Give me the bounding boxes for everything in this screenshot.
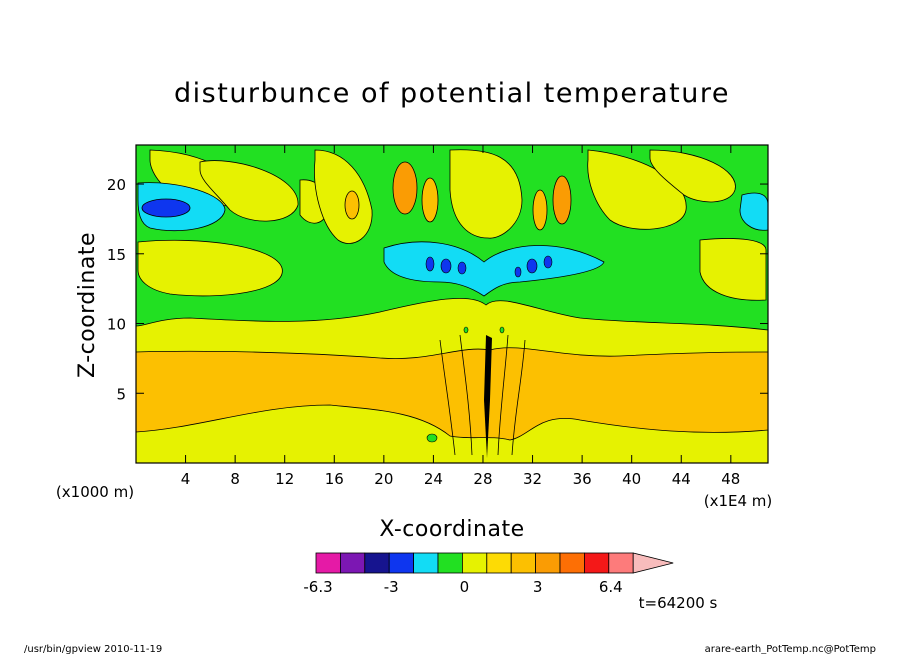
colorbar-tick-label: -3 (384, 578, 399, 596)
x-tick-label: 32 (523, 470, 542, 488)
contour-field (136, 145, 768, 463)
y-axis-ticks: 5 10 15 20 (107, 176, 768, 403)
x-unit-note: (x1E4 m) (704, 492, 773, 510)
colorbar-swatch (315, 552, 341, 574)
colorbar-swatch (364, 552, 390, 574)
colorbar-swatch (413, 552, 439, 574)
chart-title: disturbunce of potential temperature (174, 78, 730, 109)
colorbar-swatch (559, 552, 585, 574)
colorbar-swatch (584, 552, 610, 574)
orange-band (136, 347, 768, 441)
colorbar-swatch (437, 552, 463, 574)
x-tick-label: 48 (721, 470, 740, 488)
x-tick-label: 24 (424, 470, 443, 488)
x-tick-label: 12 (275, 470, 294, 488)
x-tick-label: 44 (672, 470, 691, 488)
y-tick-label: 10 (107, 316, 126, 334)
cyan-center (383, 241, 605, 297)
colorbar-tick-label: 3 (533, 578, 543, 596)
x-axis-ticks: 4 8 12 16 20 24 28 32 36 40 44 48 (181, 145, 740, 488)
footer-right: arare-earth_PotTemp.nc@PotTemp (705, 644, 876, 654)
footer-left: /usr/bin/gpview 2010-11-19 (24, 644, 162, 654)
colorbar-swatch (339, 552, 366, 574)
y-tick-label: 20 (107, 176, 126, 194)
colorbar: -6.3 -3 0 3 6.4 (303, 552, 674, 596)
x-tick-label: 8 (230, 470, 240, 488)
colorbar-tick-label: 6.4 (599, 578, 623, 596)
y-tick-label: 15 (107, 246, 126, 264)
x-tick-label: 28 (473, 470, 492, 488)
plot-frame (135, 144, 769, 464)
y-tick-label: 5 (116, 385, 126, 403)
colorbar-swatch (461, 552, 488, 574)
y-axis-label: Z-coordinate (75, 232, 100, 378)
x-tick-label: 20 (374, 470, 393, 488)
colorbar-swatch (510, 552, 537, 574)
x-tick-label: 40 (622, 470, 641, 488)
colorbar-swatch (608, 552, 634, 574)
colorbar-swatch (388, 552, 415, 574)
colorbar-swatch (535, 552, 561, 574)
x-tick-label: 16 (325, 470, 344, 488)
colorbar-arrow (632, 552, 674, 574)
time-label: t=64200 s (639, 594, 718, 612)
x-tick-label: 4 (181, 470, 191, 488)
x-axis-label: X-coordinate (379, 517, 524, 542)
colorbar-swatch (486, 552, 512, 574)
y-unit-note: (x1000 m) (56, 483, 134, 501)
colorbar-tick-label: 0 (460, 578, 470, 596)
colorbar-tick-label: -6.3 (303, 578, 332, 596)
x-tick-label: 36 (573, 470, 592, 488)
